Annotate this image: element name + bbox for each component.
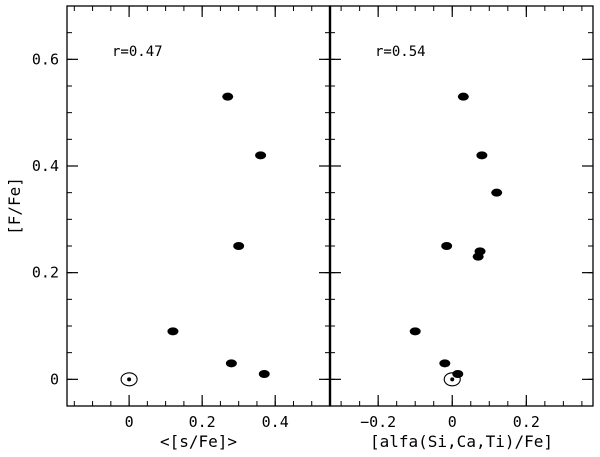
correlation-annotation: r=0.47 [112, 44, 163, 60]
data-point [441, 242, 453, 250]
solar-reference-dot [127, 377, 132, 382]
data-point [409, 327, 421, 336]
x-tick-label: −0.2 [360, 413, 396, 431]
solar-reference-symbol [120, 372, 138, 387]
data-point [472, 252, 484, 261]
solar-reference-symbol [443, 372, 461, 387]
data-point [258, 370, 270, 378]
y-tick-label: 0.6 [32, 50, 59, 68]
x-axis-label: <[s/Fe]> [160, 432, 237, 451]
data-point [255, 151, 267, 160]
y-tick-label: 0.2 [32, 264, 59, 282]
x-tick-label: 0.4 [262, 413, 289, 431]
x-tick-label: 0 [125, 413, 134, 431]
y-tick-label: 0.4 [32, 157, 59, 175]
data-point [222, 92, 234, 101]
data-point [491, 188, 503, 197]
data-point [457, 92, 469, 101]
x-tick-label: 0.2 [189, 413, 216, 431]
correlation-annotation: r=0.54 [375, 44, 426, 60]
y-tick-label: 0 [50, 370, 59, 388]
x-tick-label: 0.2 [513, 413, 540, 431]
data-point [439, 359, 451, 368]
data-point [225, 359, 237, 368]
data-point [476, 151, 488, 160]
x-tick-label: 0 [448, 413, 457, 431]
data-point [233, 242, 245, 250]
data-point [167, 327, 179, 336]
y-axis-label: [F/Fe] [5, 177, 24, 235]
solar-reference-dot [450, 377, 455, 382]
x-axis-label: [alfa(Si,Ca,Ti)/Fe] [370, 432, 553, 451]
